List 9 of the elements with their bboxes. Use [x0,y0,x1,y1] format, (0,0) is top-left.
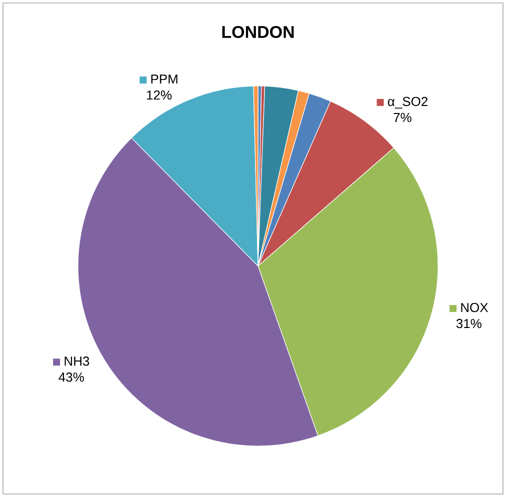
legend-label: NOX [461,302,488,312]
legend-label: PPM [151,74,178,84]
chart-title: LONDON [222,26,294,38]
data-label: 31% [456,318,482,328]
legend-label: α_SO2 [388,96,428,109]
data-label: 7% [394,112,412,122]
legend-label: NH3 [64,356,90,366]
data-label: 12% [146,90,172,100]
data-label: 43% [58,372,84,382]
